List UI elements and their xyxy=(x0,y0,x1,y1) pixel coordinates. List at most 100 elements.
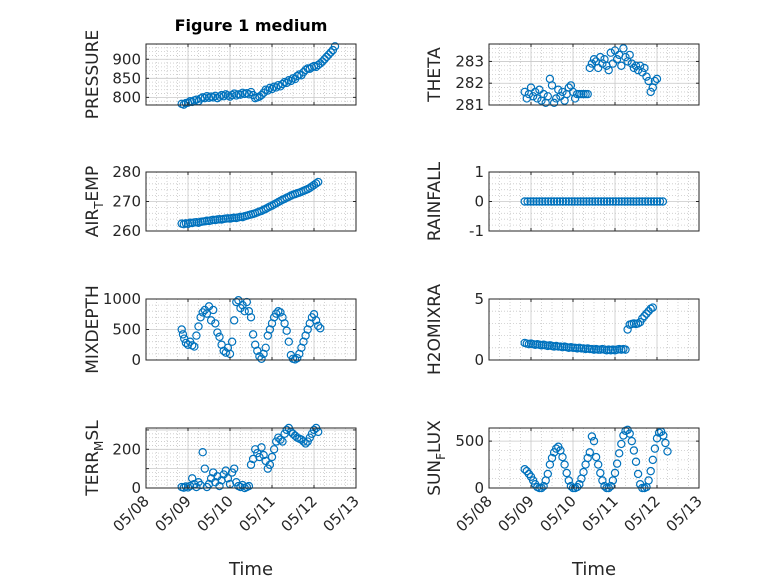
data-point xyxy=(280,319,289,328)
y-tick-label: 0 xyxy=(131,351,141,369)
y-tick-label: -1 xyxy=(469,222,484,240)
data-point xyxy=(276,308,285,317)
data-point xyxy=(594,460,603,469)
y-tick-label: 260 xyxy=(112,222,141,240)
data-point xyxy=(259,450,268,460)
data-point xyxy=(526,83,536,92)
y-axis-label: SUNFLUX xyxy=(425,420,448,496)
y-tick-label: 0 xyxy=(474,351,484,369)
data-point xyxy=(316,59,325,68)
data-point xyxy=(246,313,256,322)
y-tick-label: 500 xyxy=(455,432,484,450)
data-point xyxy=(244,481,254,491)
data-point xyxy=(614,197,623,206)
data-point xyxy=(562,468,571,478)
data-point xyxy=(583,453,592,463)
data-point xyxy=(272,83,281,92)
data-point xyxy=(633,469,643,479)
data-point xyxy=(177,325,186,334)
data-point xyxy=(211,91,220,101)
data-point xyxy=(198,308,207,317)
data-point xyxy=(625,50,634,60)
data-point xyxy=(585,63,595,73)
data-point xyxy=(244,90,254,99)
data-point xyxy=(523,197,532,206)
data-point xyxy=(631,457,641,466)
data-point xyxy=(255,452,264,462)
data-point xyxy=(582,197,591,206)
y-tick-label: 1 xyxy=(474,163,484,181)
data-point xyxy=(539,89,548,99)
y-axis-label: H2OMIXRA xyxy=(425,284,445,375)
data-point xyxy=(178,330,188,339)
data-point xyxy=(652,74,662,84)
data-point xyxy=(215,332,224,342)
y-tick-label: 0 xyxy=(474,479,484,497)
data-point xyxy=(267,84,277,94)
y-axis-label-main: SUN xyxy=(425,460,445,496)
data-point xyxy=(650,76,660,86)
data-point xyxy=(648,303,658,312)
data-point xyxy=(236,482,245,492)
y-axis-label: PRESSURE xyxy=(83,30,103,119)
data-point xyxy=(311,316,321,325)
axes-box xyxy=(488,298,700,361)
data-point xyxy=(546,197,556,206)
data-point xyxy=(316,324,325,333)
data-point xyxy=(627,436,637,446)
y-tick-label: 281 xyxy=(455,96,484,114)
data-point xyxy=(579,197,588,206)
data-point xyxy=(278,79,287,89)
data-point xyxy=(608,59,618,68)
data-point xyxy=(558,197,568,206)
data-point xyxy=(606,48,616,57)
data-point xyxy=(215,481,224,491)
y-axis-label-main: MIXDEPTH xyxy=(83,285,103,374)
data-point xyxy=(200,93,209,103)
data-point xyxy=(272,309,281,318)
data-point xyxy=(282,425,291,435)
data-point xyxy=(543,469,553,479)
data-point xyxy=(552,197,562,206)
data-point xyxy=(549,197,559,206)
data-point xyxy=(617,439,626,449)
data-point xyxy=(610,468,620,478)
data-point xyxy=(567,197,576,206)
data-point xyxy=(566,481,576,491)
data-point xyxy=(599,197,609,206)
data-point xyxy=(629,446,639,455)
data-point xyxy=(538,197,547,206)
data-point xyxy=(552,94,561,103)
data-point xyxy=(646,87,655,97)
y-tick-label: 500 xyxy=(112,321,141,339)
data-point xyxy=(552,444,561,453)
data-point xyxy=(290,431,300,440)
y-axis-label-main: RAINFALL xyxy=(425,161,445,241)
data-point xyxy=(602,197,612,206)
data-point xyxy=(541,197,550,206)
y-axis-label-subscript: M xyxy=(92,441,106,451)
data-point xyxy=(573,197,582,206)
data-point xyxy=(635,197,644,206)
data-point xyxy=(589,436,599,446)
data-point xyxy=(246,460,256,469)
data-point xyxy=(594,197,603,206)
data-point xyxy=(293,353,302,363)
data-point xyxy=(535,85,544,94)
data-point xyxy=(642,309,651,318)
data-point xyxy=(626,197,635,206)
data-point xyxy=(533,94,542,103)
y-axis-label-main: PRESSURE xyxy=(83,30,103,119)
data-point xyxy=(627,59,637,68)
data-point xyxy=(290,355,300,364)
data-point xyxy=(221,348,230,357)
data-point xyxy=(585,197,594,206)
data-point xyxy=(320,55,329,64)
data-point xyxy=(555,197,565,206)
y-tick-label: 850 xyxy=(112,69,141,87)
data-point xyxy=(192,482,201,492)
axes-box xyxy=(488,43,700,106)
y-axis-label-main: AIR xyxy=(83,209,103,238)
